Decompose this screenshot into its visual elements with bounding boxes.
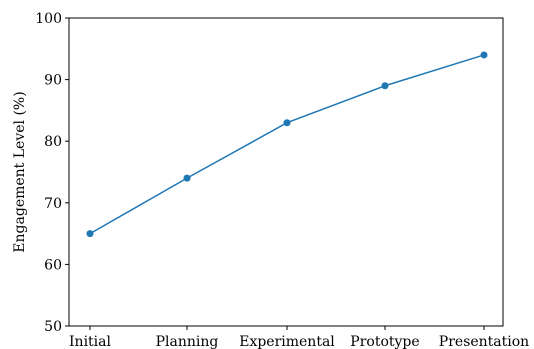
y-tick-label: 100 [35,11,62,27]
data-point [480,51,488,59]
plot-frame [68,17,504,327]
y-tick-label: 90 [44,73,62,89]
y-axis-ticks: 50 60 70 80 90 100 [35,11,69,335]
x-tick-label: Experimental [239,334,335,349]
x-axis-ticks: Initial Planning Experimental Prototype Pres… [69,326,529,349]
data-point [86,230,94,238]
x-tick-label: Initial [69,334,111,349]
data-point [183,174,191,182]
y-tick-label: 50 [44,319,62,335]
y-tick-label: 60 [44,257,62,273]
data-point [283,119,291,127]
series-line [89,54,485,235]
x-tick-label: Planning [156,334,219,349]
y-tick-label: 70 [44,196,62,212]
y-axis-label: Engagement Level (%) [12,91,28,252]
series-layer [86,51,488,238]
y-tick-label: 80 [44,134,62,150]
data-point [381,82,389,90]
x-tick-label: Presentation [439,334,529,349]
x-tick-label: Prototype [350,334,419,349]
